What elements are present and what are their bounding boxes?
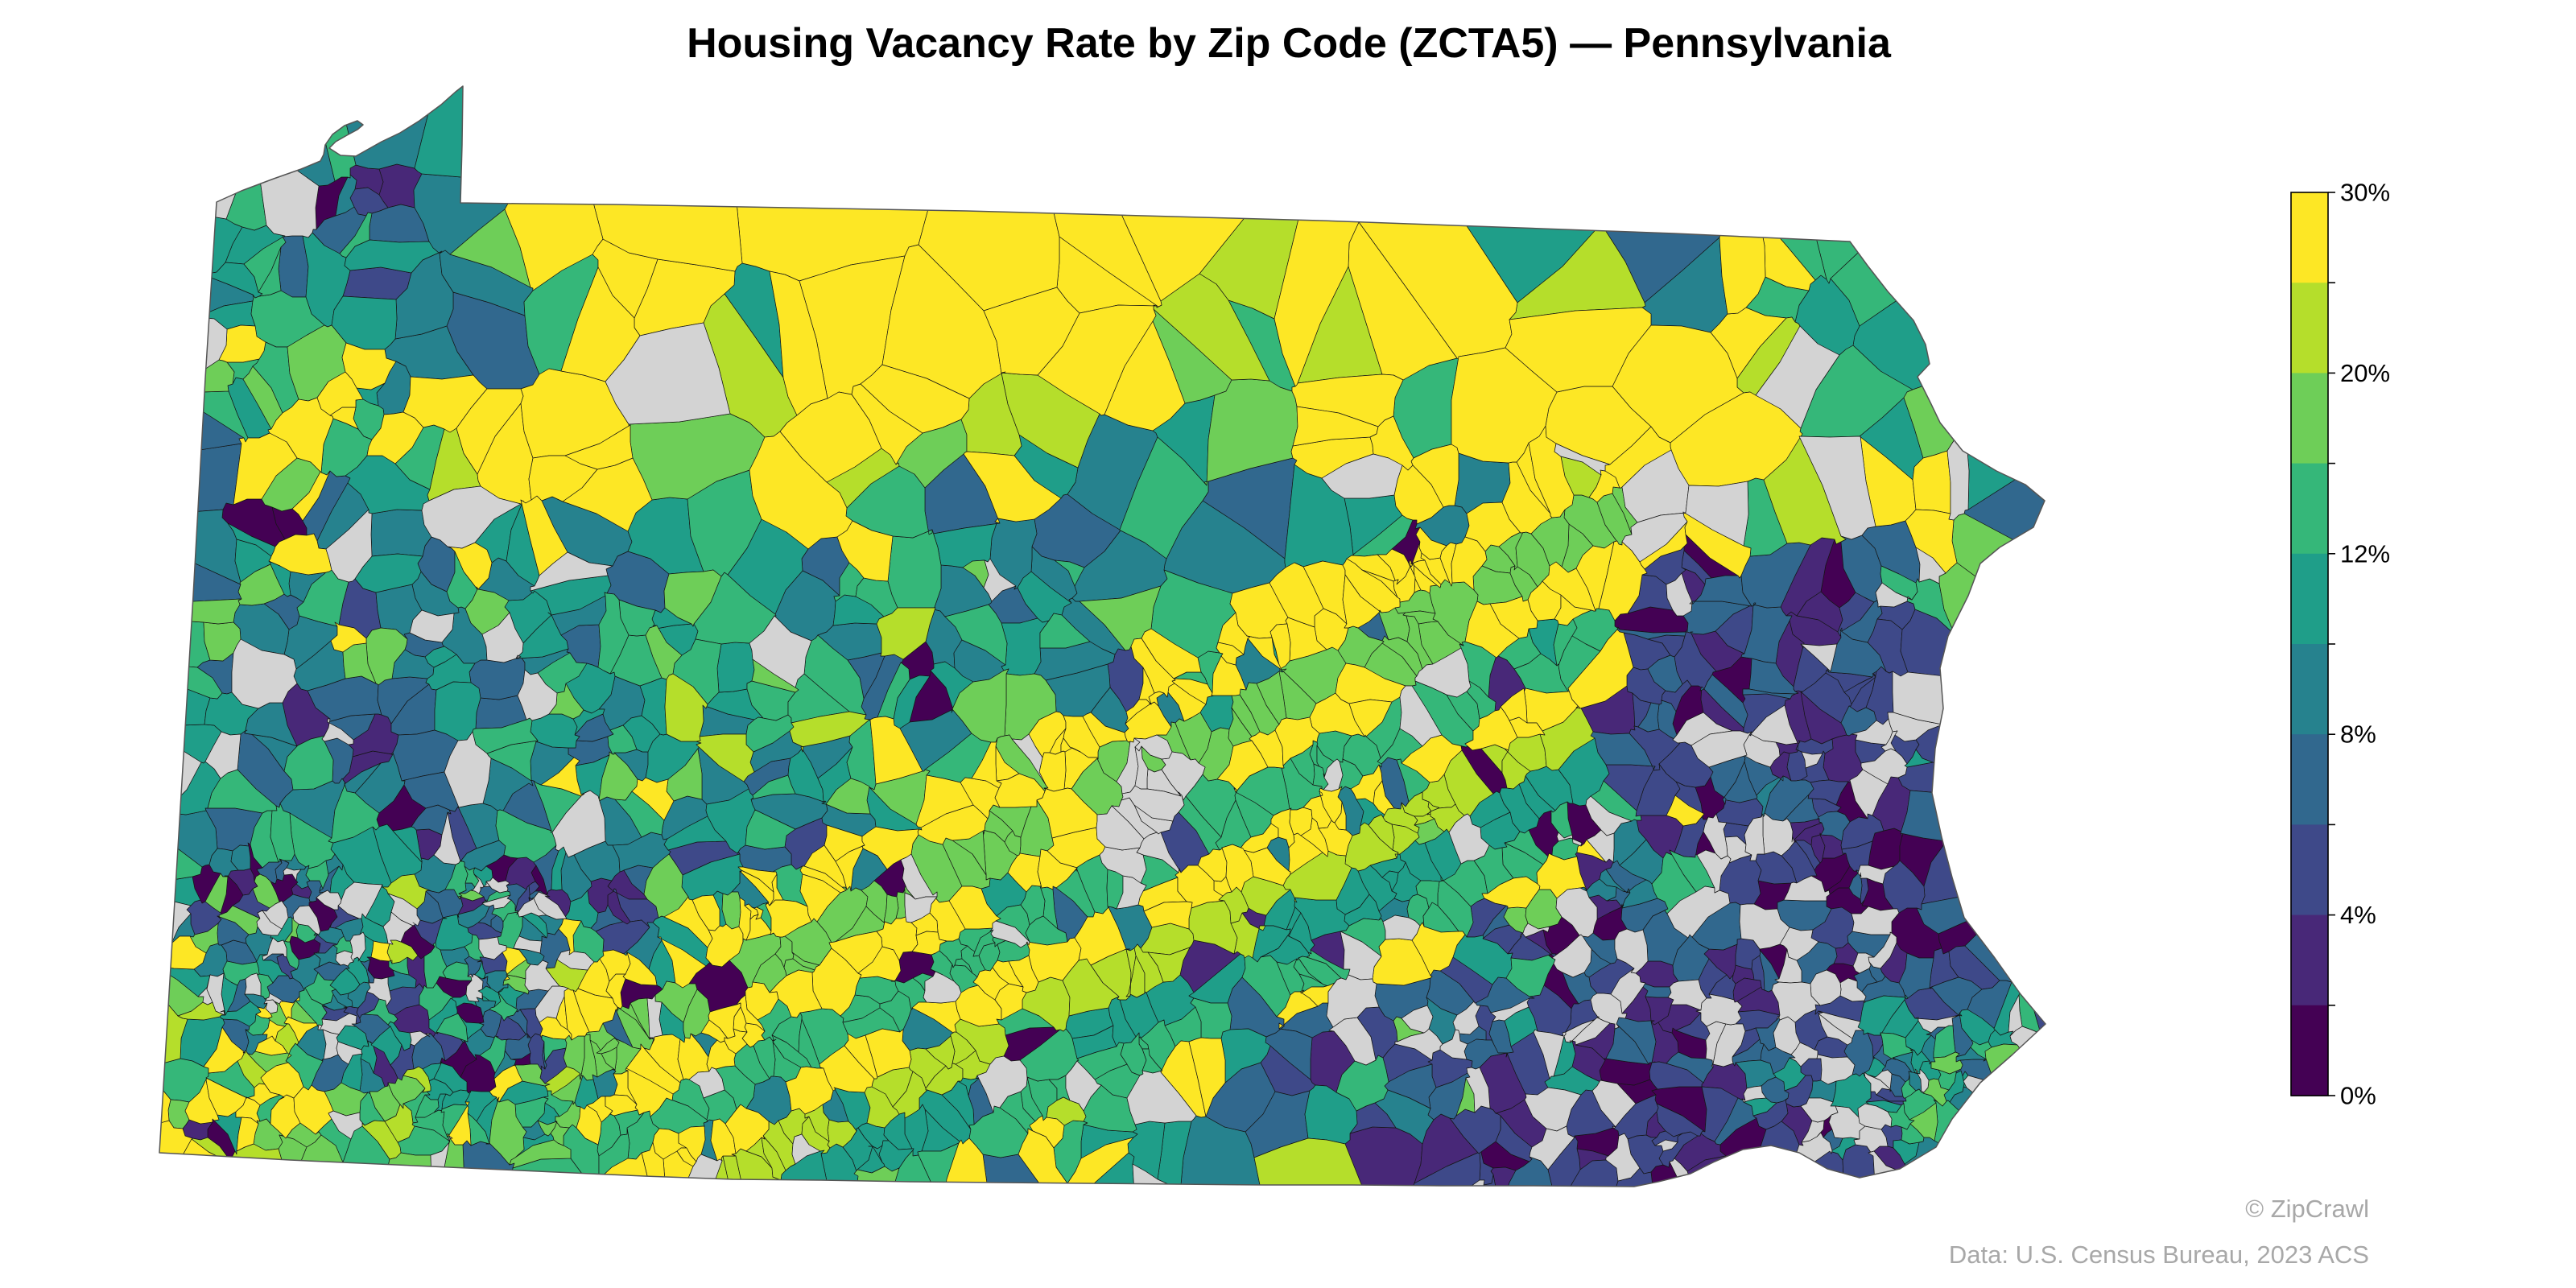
svg-text:4%: 4% xyxy=(2340,901,2376,929)
svg-text:© ZipCrawl: © ZipCrawl xyxy=(2245,1195,2369,1223)
svg-text:Data: U.S. Census Bureau, 2023: Data: U.S. Census Bureau, 2023 ACS xyxy=(1949,1241,2369,1269)
svg-text:Housing Vacancy Rate by Zip Co: Housing Vacancy Rate by Zip Code (ZCTA5)… xyxy=(687,20,1892,67)
svg-text:30%: 30% xyxy=(2340,179,2390,207)
svg-text:20%: 20% xyxy=(2340,359,2390,387)
svg-text:0%: 0% xyxy=(2340,1082,2376,1110)
svg-text:12%: 12% xyxy=(2340,539,2390,568)
svg-text:8%: 8% xyxy=(2340,720,2376,749)
